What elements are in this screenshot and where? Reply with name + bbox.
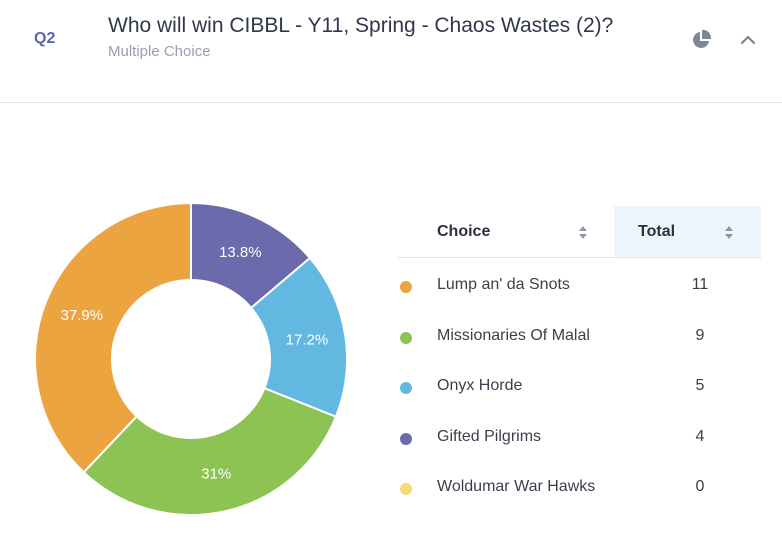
- slice-label: 13.8%: [219, 244, 262, 261]
- results-table: Choice Total Lump an' da Snots 11 Missio…: [398, 206, 761, 514]
- choice-label: Woldumar War Hawks: [437, 478, 596, 495]
- table-row: Lump an' da Snots 11: [398, 261, 761, 312]
- slice-label: 17.2%: [286, 331, 329, 348]
- table-header: Choice Total: [398, 206, 761, 258]
- choice-total: 11: [691, 276, 709, 293]
- total-column-header[interactable]: Total: [614, 206, 761, 257]
- choice-total: 0: [695, 478, 705, 495]
- table-row: Woldumar War Hawks 0: [398, 463, 761, 514]
- choice-total: 9: [695, 326, 705, 344]
- choice-label: Lump an' da Snots: [437, 276, 570, 293]
- pie-slice[interactable]: [249, 256, 348, 419]
- donut-chart: 13.8% 17.2% 31% 37.9%: [34, 201, 348, 516]
- question-header: Q2 Who will win CIBBL - Y11, Spring - Ch…: [0, 0, 782, 103]
- choice-total: 5: [695, 377, 705, 394]
- choice-column-header[interactable]: Choice: [398, 206, 614, 257]
- table-row: Gifted Pilgrims 4: [398, 413, 761, 464]
- chevron-up-icon[interactable]: [738, 30, 758, 50]
- total-header-label: Total: [638, 223, 676, 240]
- legend-dot: [400, 382, 412, 394]
- slice-label: 31%: [201, 465, 231, 482]
- sort-icon[interactable]: [578, 223, 588, 241]
- pie-slice[interactable]: [34, 201, 192, 474]
- choice-label: Gifted Pilgrims: [437, 427, 542, 445]
- choice-label: Missionaries Of Malal: [437, 326, 590, 344]
- legend-dot: [400, 331, 412, 344]
- choice-label: Onyx Horde: [437, 377, 523, 394]
- pie-chart-icon[interactable]: [690, 29, 712, 51]
- slice-label: 37.9%: [61, 307, 104, 324]
- question-type: Multiple Choice: [108, 43, 211, 60]
- question-number: Q2: [34, 30, 56, 47]
- question-title: Who will win CIBBL - Y11, Spring - Chaos…: [108, 14, 614, 37]
- choice-header-label: Choice: [437, 223, 491, 240]
- legend-dot: [400, 483, 412, 495]
- table-row: Onyx Horde 5: [398, 362, 761, 413]
- legend-dot: [400, 281, 412, 293]
- legend-dot: [400, 432, 412, 445]
- choice-total: 4: [695, 427, 705, 445]
- table-row: Missionaries Of Malal 9: [398, 312, 761, 363]
- sort-icon[interactable]: [724, 223, 734, 241]
- pie-slice[interactable]: [82, 386, 338, 516]
